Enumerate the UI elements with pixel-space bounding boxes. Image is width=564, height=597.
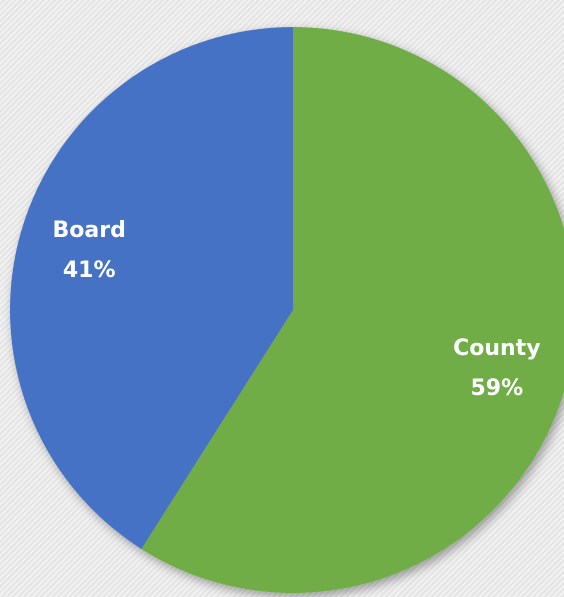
pie-slice (10, 27, 293, 549)
slice-category-label: County (453, 336, 540, 361)
pie (10, 27, 564, 593)
slice-value-label: 59% (470, 376, 523, 401)
pie-slice (141, 27, 564, 593)
labels: County 59% Board 41% (53, 218, 541, 401)
slice-value-label: 41% (63, 258, 116, 283)
slice-category-label: Board (53, 218, 126, 243)
